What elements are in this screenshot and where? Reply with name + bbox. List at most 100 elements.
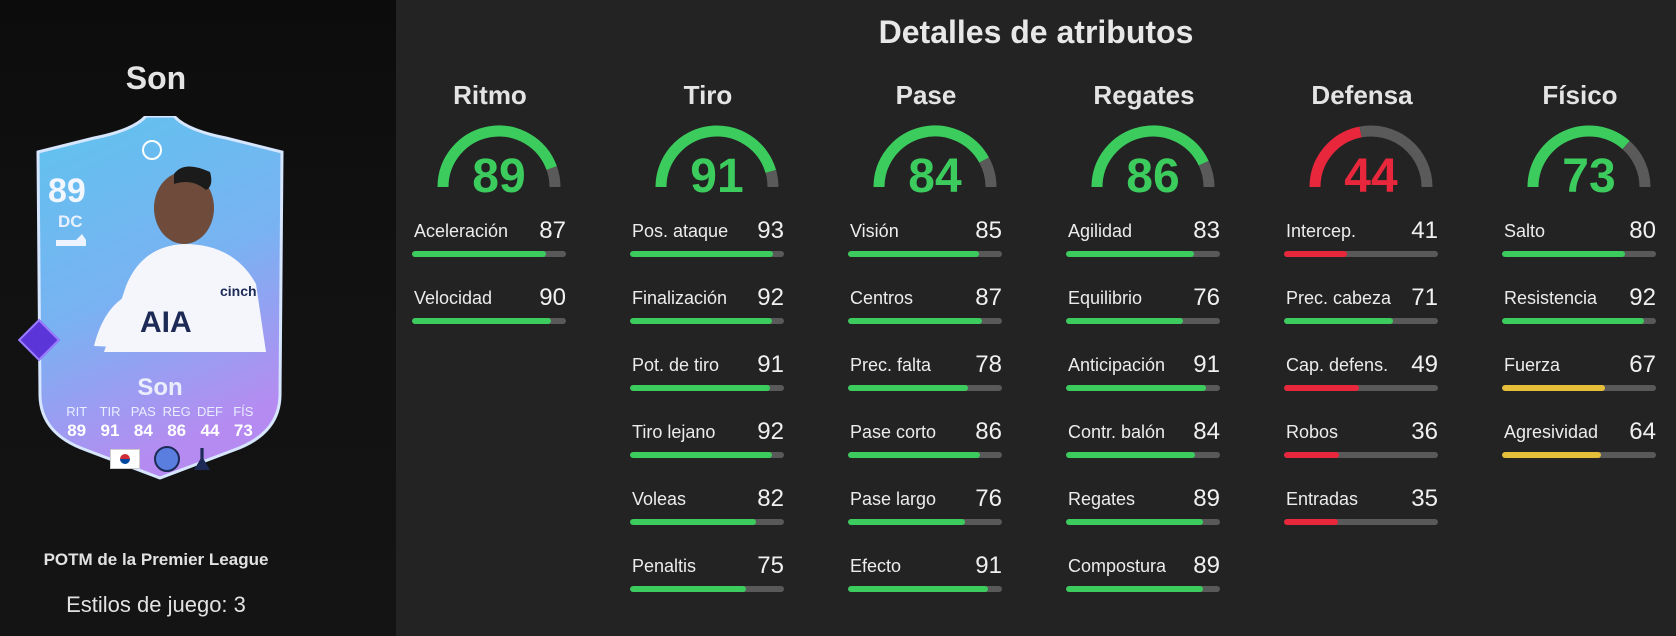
stat-row: Aceleración 87 [412,217,572,288]
stat-bar-fill [630,251,774,257]
stat-list: Aceleración 87 Velocidad 90 [412,217,572,355]
player-name: Son [125,60,187,96]
attribute-column: Regates 86 Agilidad 83 Equilibrio 76 Anticipac… [1066,80,1226,623]
category-value: 44 [1344,150,1398,203]
stat-bar-fill [1284,519,1338,525]
stat-bar-fill [1284,385,1360,391]
stat-label: Centros [850,288,914,308]
stat-bar [848,452,1002,458]
south-korea-flag-icon [110,449,140,469]
stat-list: Intercep. 41 Prec. cabeza 71 Cap. defens. 49 R… [1284,217,1444,556]
stat-bar-fill [412,318,551,324]
stat-bar [848,385,1002,391]
stat-label: Prec. falta [850,355,932,375]
gauge-arc [437,125,561,188]
stat-bar-fill [412,251,546,257]
stat-bar [1284,452,1438,458]
category-title: Pase [895,80,957,110]
category-title: Ritmo [453,80,527,110]
stat-row: Agilidad 83 [1066,217,1226,288]
category-gauge: 91 [652,121,782,203]
stat-bar-fill [630,452,772,458]
category-value: 89 [472,150,526,203]
stat-row: Compostura 89 [1066,552,1226,623]
stat-bar [412,318,566,324]
stat-value: 86 [975,418,1002,445]
stat-bar-fill [630,519,757,525]
attribute-column: Físico 73 Salto 80 Resistencia 92 Fuerza 67 Agre… [1502,80,1662,489]
stat-row: Cap. defens. 49 [1284,351,1444,422]
stat-list: Agilidad 83 Equilibrio 76 Anticipación 91 Cont… [1066,217,1226,623]
category-gauge: 89 [434,121,564,203]
card-stat-value: 84 [133,421,153,440]
stat-row: Pase corto 86 [848,418,1008,489]
gauge-track [546,166,561,188]
attribute-column: Pase 84 Visión 85 Centros 87 Prec. falta 78 Pase… [848,80,1008,623]
category-title: Tiro [683,80,733,110]
stat-label: Salto [1504,221,1546,241]
gauge-track [765,169,779,188]
stat-bar-fill [1284,452,1340,458]
stat-label: Visión [850,221,899,241]
attribute-column: Ritmo 89 Aceleración 87 Velocidad 90 [412,80,572,355]
svg-text:cinch: cinch [220,283,257,299]
stat-label: Aceleración [414,221,509,241]
stat-label: Cap. defens. [1286,355,1389,375]
stat-bar [1284,519,1438,525]
stat-bar-fill [1066,452,1196,458]
stat-label: Robos [1286,422,1339,442]
stat-bar [848,251,1002,257]
stat-row: Prec. cabeza 71 [1284,284,1444,355]
gauge-track [1359,125,1433,188]
category-gauge: 84 [870,121,1000,203]
card-badges [110,446,210,472]
stat-value: 35 [1411,485,1438,512]
category-title: Defensa [1311,80,1413,110]
card-stat-label: TIR [99,404,121,419]
stat-bar-fill [1066,318,1184,324]
stat-bar [1066,385,1220,391]
stat-bar-fill [1066,519,1204,525]
stat-label: Anticipación [1068,355,1166,375]
stat-row: Fuerza 67 [1502,351,1662,422]
stat-bar [1502,452,1656,458]
stat-value: 91 [1193,351,1220,378]
category-gauge: 86 [1088,121,1218,203]
category-value: 73 [1562,150,1616,203]
stat-value: 91 [757,351,784,378]
player-card[interactable]: AIA cinch 89 DC Son RIT 89 TIR 91 PAS 84 RE… [34,116,286,494]
card-stat-value: 91 [100,421,120,440]
card-stat: RIT 89 [60,404,93,441]
stat-row: Pot. de tiro 91 [630,351,790,422]
stat-row: Pos. ataque 93 [630,217,790,288]
stat-bar [1066,318,1220,324]
stat-label: Agresividad [1504,422,1599,442]
stat-bar [630,519,784,525]
stat-label: Efecto [850,556,902,576]
stat-bar-fill [848,586,989,592]
club-crest-icon [194,448,210,470]
category-value: 91 [690,150,744,203]
stat-row: Regates 89 [1066,485,1226,556]
stat-list: Salto 80 Resistencia 92 Fuerza 67 Agresividad 6… [1502,217,1662,489]
svg-text:AIA: AIA [140,306,192,339]
card-stat: FÍS 73 [227,404,260,441]
card-stats: RIT 89 TIR 91 PAS 84 REG 86 DEF 44 FÍS 73 [60,404,260,441]
card-stat-label: DEF [196,404,223,419]
stat-bar [1284,318,1438,324]
card-stat-label: PAS [130,404,156,419]
attribute-column: Tiro 91 Pos. ataque 93 Finalización 92 Pot. de… [630,80,790,623]
stat-row: Efecto 91 [848,552,1008,623]
playstyles-count: Estilos de juego: 3 [66,592,246,617]
card-position: DC [58,212,83,231]
gauge-fill [1309,126,1362,188]
category-value: 86 [1126,150,1180,203]
stat-bar [848,519,1002,525]
stat-label: Entradas [1286,489,1359,509]
stat-value: 87 [975,284,1002,311]
stat-bar-fill [1502,452,1601,458]
category-gauge: 44 [1306,121,1436,203]
gauge-track [1622,140,1651,188]
stat-row: Centros 87 [848,284,1008,355]
stat-label: Equilibrio [1068,288,1143,308]
